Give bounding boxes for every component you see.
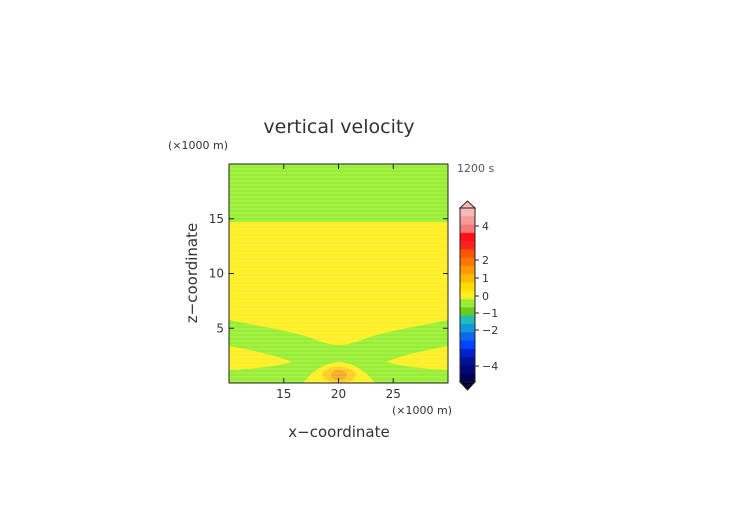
- x-tick-label: 25: [386, 387, 401, 401]
- x-tick-label: 20: [331, 387, 346, 401]
- field-stripe-overlay: [229, 164, 448, 383]
- colorbar-swatch: [460, 290, 475, 300]
- colorbar-swatch: [460, 324, 475, 333]
- y-axis-ticks: 5 10 15: [209, 212, 448, 335]
- colorbar-swatch: [460, 282, 475, 292]
- colorbar-tick-label: 2: [482, 254, 489, 267]
- colorbar-swatch: [460, 348, 475, 358]
- colorbar: 4 2 1 0 −1 −2 −4: [458, 200, 498, 391]
- colorbar-swatch: [460, 249, 475, 259]
- colorbar-swatch: [460, 332, 475, 341]
- colorbar-tick-label: 1: [482, 272, 489, 285]
- y-tick-label: 10: [209, 267, 224, 281]
- colorbar-swatch: [460, 340, 475, 350]
- colorbar-swatch: [460, 357, 475, 366]
- y-tick-label: 5: [216, 321, 224, 335]
- colorbar-swatch: [460, 373, 475, 383]
- colorbar-extend-bottom: [458, 381, 477, 391]
- colorbar-swatch: [460, 299, 475, 308]
- plot-area: [229, 164, 448, 383]
- colorbar-swatch: [460, 365, 475, 375]
- colorbar-swatch: [460, 315, 475, 325]
- colorbar-swatch: [460, 266, 475, 275]
- colorbar-swatch: [460, 216, 475, 225]
- colorbar-tick-label: 0: [482, 290, 489, 303]
- colorbar-tick-label: 4: [482, 220, 489, 233]
- colorbar-extend-top: [458, 200, 477, 209]
- colorbar-swatch: [460, 232, 475, 242]
- x-tick-label: 15: [276, 387, 291, 401]
- colorbar-frame: [459, 207, 476, 383]
- y-tick-label: 15: [209, 212, 224, 226]
- x-axis-ticks: 15 20 25: [276, 164, 401, 401]
- y-axis-label: z−coordinate: [183, 223, 201, 323]
- y-unit-label: (×1000 m): [168, 139, 228, 152]
- time-label: 1200 s: [457, 162, 494, 175]
- colorbar-tick-label: −2: [482, 324, 498, 337]
- colorbar-swatch: [460, 274, 475, 283]
- colorbar-swatch: [460, 241, 475, 250]
- colorbar-tick-label: −1: [482, 307, 498, 320]
- colorbar-swatch: [460, 257, 475, 267]
- x-unit-label: (×1000 m): [392, 404, 452, 417]
- colorbar-tick-label: −4: [482, 360, 498, 373]
- x-axis-label: x−coordinate: [288, 423, 389, 441]
- colorbar-swatch: [460, 224, 475, 234]
- chart-title: vertical velocity: [263, 116, 414, 138]
- colorbar-swatch: [460, 208, 475, 217]
- colorbar-swatch: [460, 307, 475, 317]
